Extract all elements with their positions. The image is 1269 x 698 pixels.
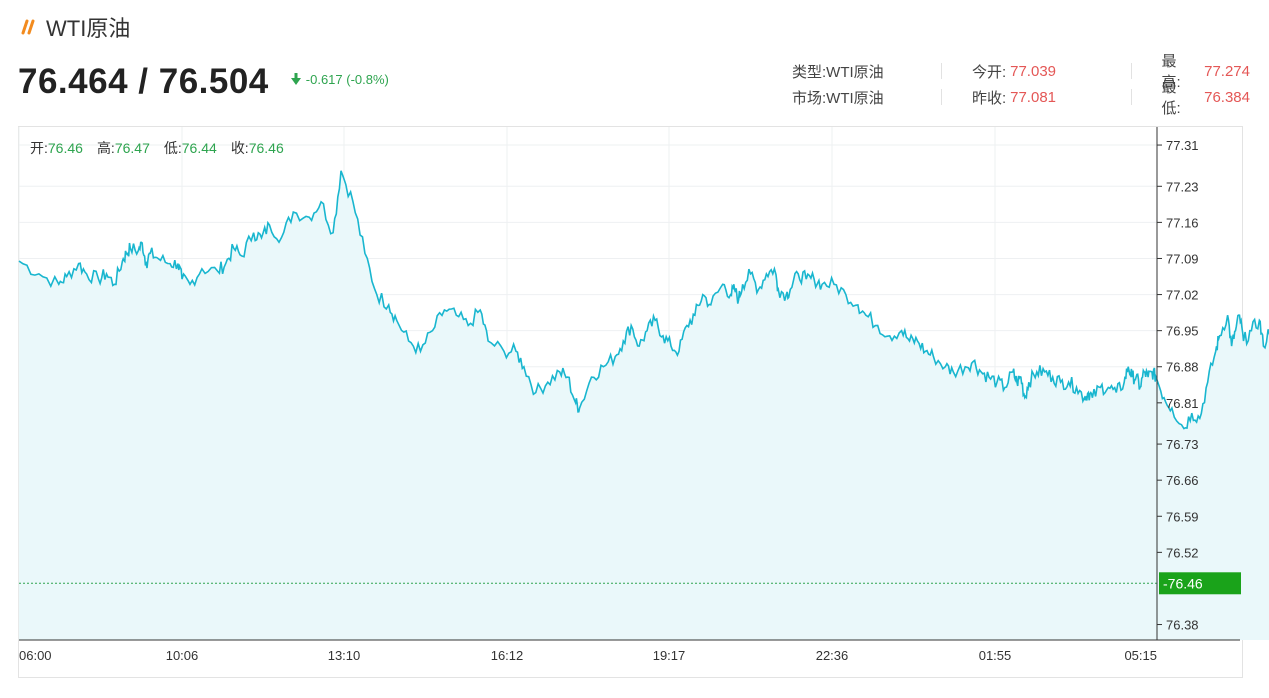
price-row: 76.464 / 76.504 -0.617 (-0.8%) bbox=[18, 62, 389, 102]
ohlc-legend: 开:76.46 高:76.47 低:76.44 收:76.46 bbox=[30, 138, 284, 158]
ohlc-high-label: 高: bbox=[96, 140, 115, 156]
arrow-down-icon bbox=[290, 73, 301, 85]
stats-panel: 类型: WTI原油 今开: 77.039 最高: 77.274 市场: WTI原… bbox=[780, 53, 1250, 117]
ohlc-low-value: 76.44 bbox=[181, 140, 217, 156]
stat-open: 今开: 77.039 bbox=[942, 61, 1131, 82]
page-header: WTI原油 bbox=[18, 12, 130, 42]
stat-divider bbox=[940, 89, 942, 105]
stat-divider bbox=[1130, 63, 1132, 79]
ohlc-open: 开:76.46 bbox=[30, 138, 83, 158]
ohlc-close-value: 76.46 bbox=[248, 140, 284, 156]
ohlc-low-label: 低: bbox=[163, 140, 182, 156]
price-change-value: -0.617 (-0.8%) bbox=[305, 71, 389, 87]
stat-type: 类型: WTI原油 bbox=[780, 61, 941, 82]
stat-low-value: 76.384 bbox=[1204, 88, 1250, 106]
stat-market-label: 市场: bbox=[792, 89, 827, 107]
stat-market: 市场: WTI原油 bbox=[780, 87, 941, 108]
ohlc-high: 高:76.47 bbox=[97, 138, 150, 158]
stat-prev-close-label: 昨收: bbox=[971, 89, 1007, 107]
stats-row-1: 类型: WTI原油 今开: 77.039 最高: 77.274 bbox=[780, 53, 1250, 91]
stat-divider bbox=[1130, 89, 1132, 105]
stat-high-label: 最高: bbox=[1161, 53, 1181, 91]
ohlc-low: 低:76.44 bbox=[164, 138, 217, 158]
stat-low-label: 最低: bbox=[1161, 79, 1181, 117]
stat-market-value: WTI原油 bbox=[826, 89, 884, 107]
stats-row-2: 市场: WTI原油 昨收: 77.081 最低: 76.384 bbox=[780, 79, 1250, 117]
ohlc-close: 收:76.46 bbox=[231, 138, 284, 158]
stat-type-label: 类型: bbox=[792, 63, 827, 81]
stat-prev-close-value: 77.081 bbox=[1010, 88, 1057, 106]
stat-open-value: 77.039 bbox=[1010, 62, 1057, 80]
stat-high: 最高: 77.274 bbox=[1132, 50, 1250, 92]
ohlc-close-label: 收: bbox=[230, 140, 249, 156]
ohlc-open-label: 开: bbox=[30, 140, 48, 156]
stat-type-value: WTI原油 bbox=[826, 63, 884, 81]
chart-container[interactable] bbox=[18, 126, 1243, 678]
stat-low: 最低: 76.384 bbox=[1132, 76, 1250, 118]
price-change: -0.617 (-0.8%) bbox=[290, 71, 389, 87]
stat-prev-close: 昨收: 77.081 bbox=[942, 87, 1131, 108]
ohlc-open-value: 76.46 bbox=[47, 140, 83, 156]
ohlc-high-value: 76.47 bbox=[114, 140, 150, 156]
stat-open-label: 今开: bbox=[971, 63, 1007, 81]
stat-divider bbox=[940, 63, 942, 79]
double-slash-icon bbox=[21, 19, 35, 35]
stat-high-value: 77.274 bbox=[1204, 62, 1250, 80]
bid-ask-price: 76.464 / 76.504 bbox=[18, 62, 269, 101]
instrument-title: WTI原油 bbox=[46, 16, 131, 41]
